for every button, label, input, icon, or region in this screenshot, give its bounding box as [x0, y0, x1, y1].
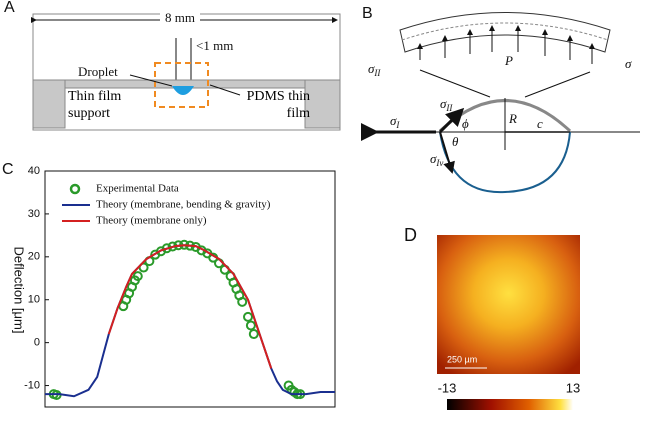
y-tick-label: 20	[28, 251, 40, 263]
symbol: σII	[368, 61, 381, 78]
data-point	[237, 296, 248, 307]
y-tick-label: 0	[34, 337, 40, 349]
pressure-arrows	[417, 25, 595, 64]
symbol: c	[537, 116, 543, 131]
y-tick-label: -10	[24, 379, 40, 391]
subscript: II	[373, 68, 381, 78]
colorbar	[447, 399, 573, 410]
colorbar-tick-label: 13	[566, 380, 580, 395]
label-bg	[160, 12, 200, 26]
pointer	[209, 84, 241, 96]
stress-arrow	[438, 107, 465, 134]
subscript: I	[395, 120, 400, 130]
support	[304, 79, 341, 129]
plate	[399, 12, 611, 53]
y-axis-label: Deflection [μm]	[12, 247, 27, 334]
zoom-box	[154, 62, 209, 108]
panel-label: C	[2, 161, 14, 178]
leader	[524, 71, 591, 98]
legend-label: Theory (membrane only)	[96, 215, 207, 227]
symbol: σ	[440, 96, 447, 111]
panel-label: D	[404, 225, 417, 245]
support-label-box: Thin film support	[68, 89, 122, 121]
scale-label: 250 µm	[447, 354, 477, 364]
symbol: σ	[625, 56, 632, 71]
panel-d: D 250 µm -13 13	[404, 225, 580, 410]
panel-b: B P σII σ σII σI σIv ϕ θ R c	[361, 5, 640, 194]
symbol: σIv	[430, 151, 443, 168]
data-point	[248, 329, 259, 340]
panel-c: C Deflection [μm] -10 0 10 20 30 40 Experiment…	[2, 161, 336, 408]
midline	[401, 22, 609, 41]
panel-a: A 8 mm <1 mm Droplet Thin film support P…	[4, 0, 341, 131]
panel-label: B	[362, 5, 373, 22]
symbol: σI	[390, 113, 400, 130]
data-point	[132, 271, 143, 282]
droplet	[172, 86, 194, 95]
symbol: σ	[430, 151, 437, 166]
symbol: ϕ	[462, 116, 469, 131]
symbol: σII	[440, 96, 453, 113]
line	[107, 244, 273, 369]
gap-label: <1 mm	[196, 38, 233, 53]
subscript: II	[445, 103, 453, 113]
legend-label: Experimental Data	[96, 183, 179, 195]
symbol: σ	[390, 113, 397, 128]
colorbar-tick-label: -13	[438, 380, 457, 395]
symbol: P	[504, 53, 513, 68]
y-tick-label: 30	[28, 208, 40, 220]
heatmap	[437, 235, 580, 374]
y-tick-label: 40	[28, 165, 40, 177]
dim-label: 8 mm	[165, 10, 195, 25]
y-tick-label: 10	[28, 294, 40, 306]
symbol: θ	[452, 134, 459, 149]
plot-frame	[44, 170, 336, 408]
legend-marker	[69, 183, 81, 195]
line	[45, 244, 335, 398]
symbol: σ	[368, 61, 375, 76]
film-label: PDMS thin film	[246, 89, 310, 121]
subscript: Iv	[435, 158, 443, 168]
pointer	[129, 74, 173, 87]
panel-label: A	[4, 0, 15, 16]
data-point	[243, 311, 253, 322]
legend-label: Theory (membrane, bending & gravity)	[96, 199, 271, 211]
support-label: Thin film support	[68, 89, 122, 121]
film-label-box: PDMS thin film	[246, 89, 310, 121]
droplet-label: Droplet	[78, 64, 118, 79]
leader	[419, 69, 491, 98]
symbol: R	[508, 111, 517, 126]
stress-arrow	[439, 131, 455, 174]
support	[32, 79, 66, 129]
data-point	[245, 320, 256, 331]
